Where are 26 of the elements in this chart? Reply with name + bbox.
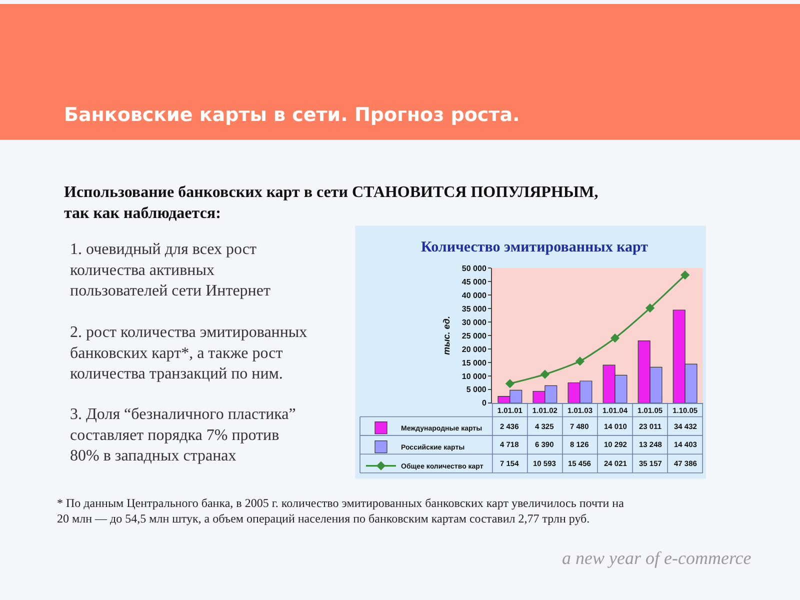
y-tick-label: 40 000	[462, 290, 487, 300]
text: 2. рост количества эмитированных банковских карт*, а также рост количества транзакций по ним.	[70, 324, 308, 383]
point	[575, 356, 585, 366]
y-tick-label: 0	[482, 398, 487, 408]
y-tick-label: 35 000	[462, 304, 487, 314]
y-tick-label: 25 000	[462, 331, 487, 340]
y-tick-label: 30 000	[462, 318, 487, 327]
y-axis-title: тыс. ед.	[441, 316, 452, 355]
point	[646, 303, 655, 313]
text: Банковские карты в сети. Прогноз роста.	[64, 104, 520, 126]
point	[505, 379, 514, 388]
y-tick-label: 50 000	[462, 264, 487, 273]
text: 1. очевидный для всех рост количества активных пользователей сети Интернет	[70, 241, 270, 300]
point	[540, 370, 550, 379]
chart-title: Количество эмитированных карт	[420, 240, 649, 256]
y-tick-label: 20 000	[462, 344, 487, 354]
text: Использование банковских карт в сети СТАНОВИТСЯ ПОПУЛЯРНЫМ, так как наблюдается:	[64, 184, 598, 222]
y-tick-label: 5 000	[466, 385, 487, 394]
y-tick-label: 15 000	[462, 358, 487, 368]
point	[680, 270, 690, 280]
y-tick-label: 10 000	[462, 372, 487, 381]
text: a new year of e-commerce	[562, 548, 752, 568]
text: 3. Доля “безналичного пластика” составляет порядка 7% против 80% в западных странах	[70, 406, 296, 465]
y-tick-label: 45 000	[462, 277, 487, 286]
text: * По данным Центрального банка, в 2005 г. количество эмитированных банковских карт увеличилось почти на 20 млн — до 54,5 млн штук, а объем операций населения по банковским картам составил 2,77 трлн руб.	[57, 496, 625, 526]
point	[610, 334, 620, 343]
